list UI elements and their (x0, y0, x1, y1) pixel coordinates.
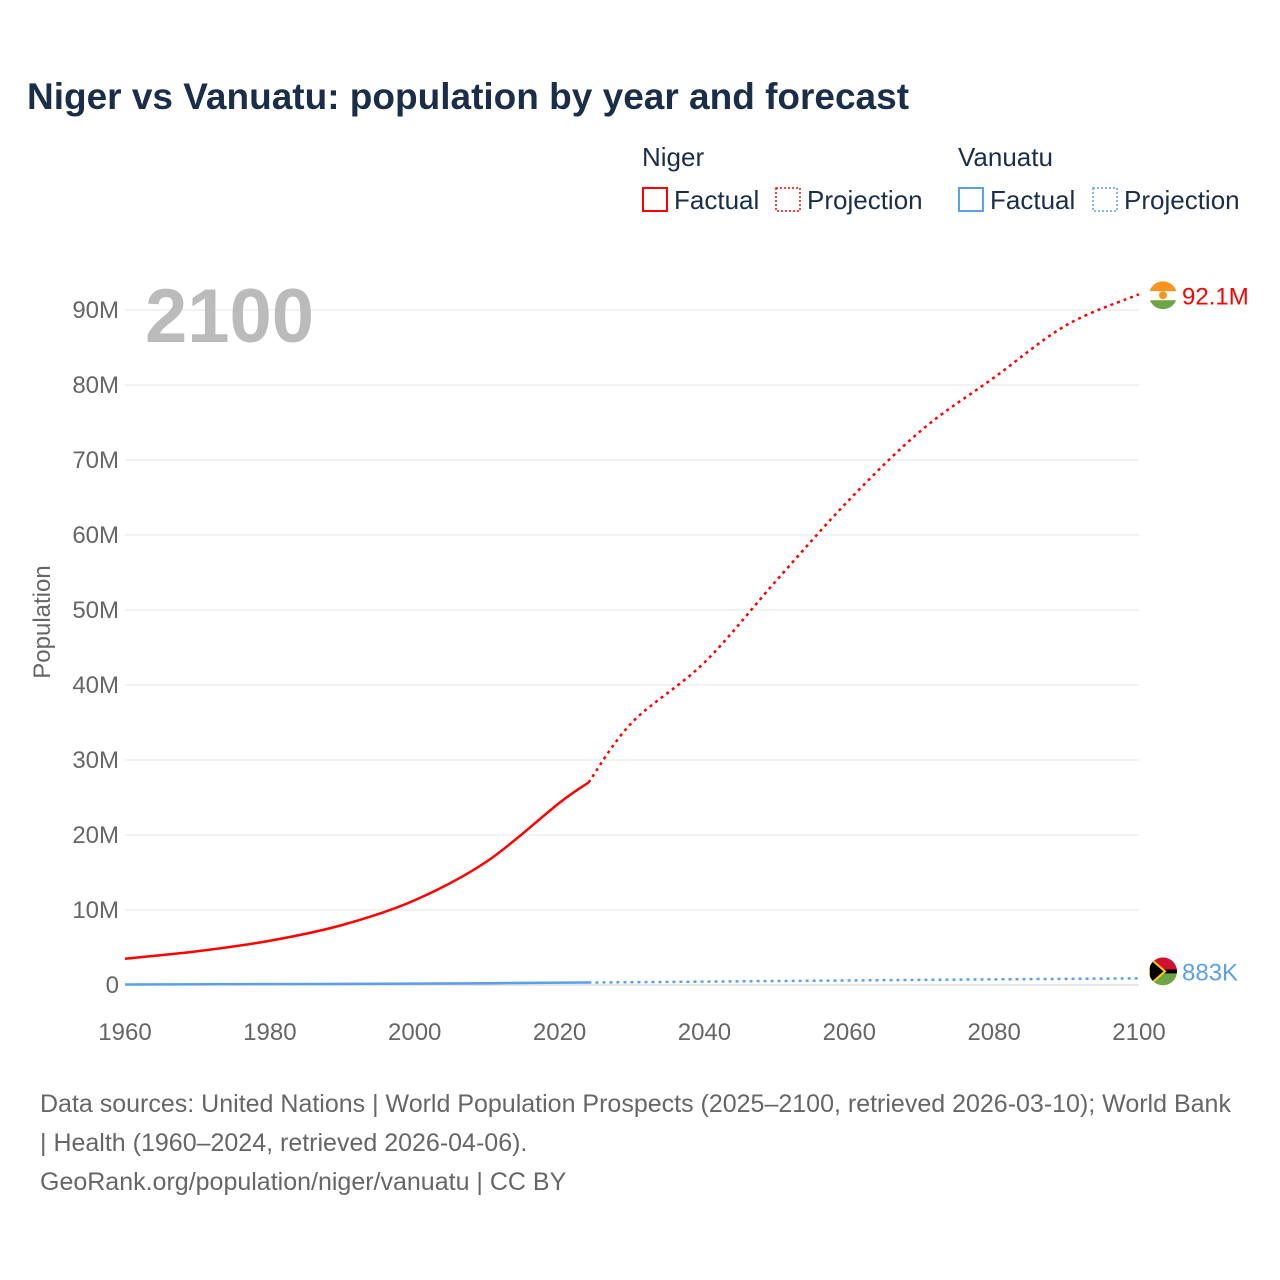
x-tick-label: 1980 (243, 1019, 296, 1046)
vanuatu-projection-line (588, 977, 1140, 984)
y-tick-label: 60M (72, 522, 119, 549)
niger-end-label: 92.1M (1182, 283, 1249, 310)
y-tick-label: 0 (106, 972, 119, 999)
y-tick-label: 20M (72, 822, 119, 849)
x-tick-label: 2060 (823, 1019, 876, 1046)
y-tick-label: 80M (72, 372, 119, 399)
x-tick-label: 2080 (967, 1019, 1020, 1046)
legend-swatch (642, 187, 668, 212)
x-tick-label: 2100 (1112, 1019, 1165, 1046)
vanuatu-flag-icon (1149, 957, 1177, 986)
y-tick-label: 40M (72, 672, 119, 699)
niger-factual-line (124, 781, 590, 960)
y-tick-label: 70M (72, 447, 119, 474)
y-tick-label: 90M (72, 297, 119, 324)
legend[interactable]: Niger Factual Projection Vanuatu Factual Proj… (642, 142, 1240, 215)
legend-item-projection[interactable]: Projection (807, 185, 923, 215)
y-tick-label: 10M (72, 897, 119, 924)
x-tick-label: 1960 (98, 1019, 151, 1046)
source-link[interactable]: GeoRank.org/population/niger/vanuatu | C… (40, 1168, 567, 1196)
footer: Data sources: United Nations | World Pop… (40, 1085, 1240, 1202)
x-tick-label: 2040 (678, 1019, 731, 1046)
legend-swatch (775, 187, 801, 212)
legend-swatch (958, 187, 984, 212)
niger-projection-line (587, 293, 1140, 784)
vanuatu-factual-line (124, 981, 589, 986)
data-sources: Data sources: United Nations | World Pop… (40, 1090, 1231, 1157)
legend-item-factual[interactable]: Factual (674, 185, 759, 215)
legend-item-factual[interactable]: Factual (990, 185, 1075, 215)
y-tick-label: 30M (72, 747, 119, 774)
y-tick-label: 50M (72, 597, 119, 624)
x-tick-label: 2020 (533, 1019, 586, 1046)
y-axis-label: Population (29, 565, 56, 678)
legend-item-projection[interactable]: Projection (1124, 185, 1240, 215)
legend-swatch (1092, 187, 1118, 212)
legend-group-niger: Niger (642, 142, 704, 172)
year-label: 2100 (145, 274, 314, 359)
niger-flag-icon (1149, 281, 1177, 310)
vanuatu-end-label: 883K (1182, 959, 1238, 986)
x-tick-label: 2000 (388, 1019, 441, 1046)
legend-group-vanuatu: Vanuatu (958, 142, 1053, 172)
chart-title: Niger vs Vanuatu: population by year and… (27, 76, 909, 117)
